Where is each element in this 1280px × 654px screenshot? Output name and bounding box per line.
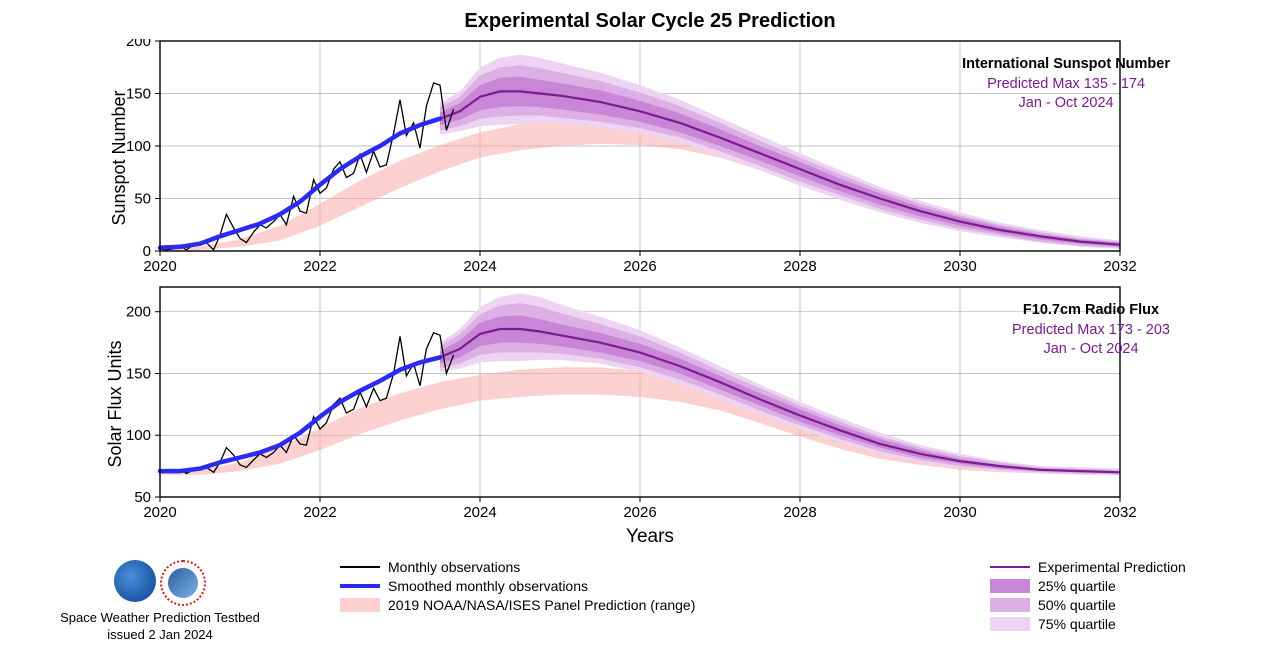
svg-text:2030: 2030 <box>943 504 976 521</box>
svg-text:2020: 2020 <box>143 504 176 521</box>
legend-smoothed: Smoothed monthly observations <box>340 578 990 594</box>
svg-text:2020: 2020 <box>143 258 176 275</box>
nws-logo-icon <box>160 560 206 606</box>
x-axis-label: Years <box>10 526 1280 548</box>
svg-text:2022: 2022 <box>303 504 336 521</box>
y-axis-label: Sunspot Number <box>109 90 130 225</box>
legend-monthly: Monthly observations <box>340 559 990 575</box>
chart-panel-sunspot: Sunspot Number 2020202220242026202820302… <box>120 39 1260 277</box>
svg-text:2022: 2022 <box>303 258 336 275</box>
svg-text:2032: 2032 <box>1103 504 1136 521</box>
svg-text:2026: 2026 <box>623 504 656 521</box>
legend-q75: 75% quartile <box>990 616 1280 632</box>
svg-text:2028: 2028 <box>783 504 816 521</box>
legend-panel: 2019 NOAA/NASA/ISES Panel Prediction (ra… <box>340 597 990 613</box>
svg-text:150: 150 <box>126 365 151 382</box>
svg-text:2024: 2024 <box>463 258 496 275</box>
svg-text:2032: 2032 <box>1103 258 1136 275</box>
legend: Space Weather Prediction Testbed issued … <box>10 556 1280 644</box>
svg-text:50: 50 <box>134 489 151 506</box>
svg-text:2028: 2028 <box>783 258 816 275</box>
svg-text:2030: 2030 <box>943 258 976 275</box>
issued-text: Space Weather Prediction Testbed issued … <box>10 610 310 644</box>
svg-text:2024: 2024 <box>463 504 496 521</box>
noaa-logo-icon <box>114 560 156 602</box>
svg-text:50: 50 <box>134 191 151 208</box>
svg-text:200: 200 <box>126 304 151 321</box>
svg-text:100: 100 <box>126 427 151 444</box>
y-axis-label: Solar Flux Units <box>105 340 126 467</box>
svg-text:0: 0 <box>143 243 151 260</box>
legend-q25: 25% quartile <box>990 578 1280 594</box>
chart-title: Experimental Solar Cycle 25 Prediction <box>10 10 1280 33</box>
annotation-flux: F10.7cm Radio Flux Predicted Max 173 - 2… <box>1012 301 1170 360</box>
svg-text:2026: 2026 <box>623 258 656 275</box>
legend-prediction: Experimental Prediction <box>990 559 1280 575</box>
legend-q50: 50% quartile <box>990 597 1280 613</box>
chart-panel-flux: Solar Flux Units 20202022202420262028203… <box>120 285 1260 523</box>
chart-svg: 2020 2022 2024 2026 2028 2030 2032 50 100 150 200 <box>120 285 1140 523</box>
annotation-sunspot: International Sunspot Number Predicted M… <box>962 55 1170 114</box>
svg-text:200: 200 <box>126 39 151 50</box>
